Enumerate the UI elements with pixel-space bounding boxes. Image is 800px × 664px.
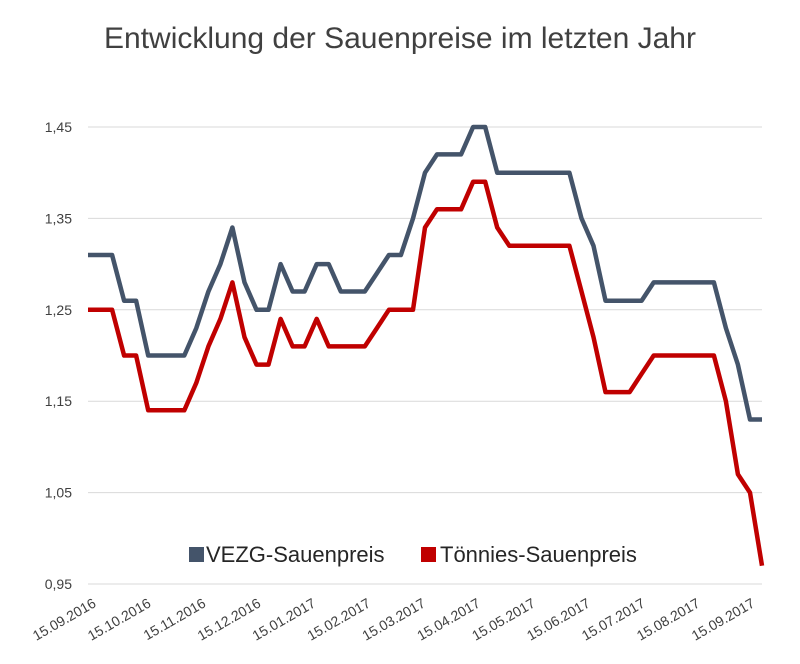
x-axis-ticks: 15.09.201615.10.201615.11.201615.12.2016… — [30, 595, 758, 644]
series-line-toennies — [88, 179, 765, 567]
legend-swatch — [189, 547, 204, 562]
y-tick-label: 1,45 — [45, 119, 72, 135]
y-tick-label: 1,35 — [45, 210, 72, 226]
legend-label: Tönnies-Sauenpreis — [440, 542, 637, 567]
series-lines — [88, 124, 765, 567]
y-tick-label: 0,95 — [45, 576, 72, 592]
series-line-vezg — [88, 124, 762, 422]
legend-swatch — [421, 547, 436, 562]
y-tick-label: 1,15 — [45, 393, 72, 409]
y-tick-label: 1,05 — [45, 485, 72, 501]
x-tick-label: 15.10.2016 — [85, 595, 154, 644]
x-tick-label: 15.09.2017 — [689, 595, 758, 644]
legend-label: VEZG-Sauenpreis — [206, 542, 385, 567]
legend: VEZG-Sauenpreis Tönnies-Sauenpreis — [189, 542, 637, 567]
y-axis-ticks: 1,45 1,35 1,25 1,15 1,05 0,95 — [45, 119, 72, 592]
chart-title: Entwicklung der Sauenpreise im letzten J… — [104, 22, 696, 55]
y-tick-label: 1,25 — [45, 302, 72, 318]
